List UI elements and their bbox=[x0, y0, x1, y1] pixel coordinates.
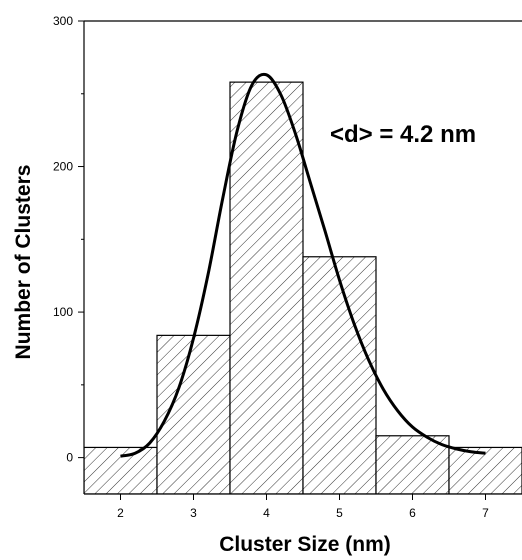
x-ticks: 2 3 4 5 6 7 bbox=[117, 494, 489, 520]
x-tick-label: 2 bbox=[117, 506, 124, 520]
y-axis-title: Number of Clusters bbox=[12, 165, 35, 360]
x-tick-label: 4 bbox=[263, 506, 270, 520]
y-tick-label: 300 bbox=[53, 14, 73, 28]
histogram-bar bbox=[84, 446, 158, 494]
x-tick-label: 3 bbox=[190, 506, 197, 520]
axes bbox=[83, 20, 522, 495]
mean-size-annotation: <d> = 4.2 nm bbox=[330, 121, 476, 148]
y-ticks: 0 100 200 300 bbox=[53, 14, 84, 465]
x-tick-label: 6 bbox=[409, 506, 416, 520]
histogram-bar bbox=[229, 81, 304, 494]
gaussian-fit-curve bbox=[120, 72, 486, 458]
y-tick-label: 200 bbox=[53, 160, 73, 174]
y-tick-label: 100 bbox=[53, 305, 73, 319]
x-tick-label: 5 bbox=[336, 506, 343, 520]
histogram-bar bbox=[448, 446, 522, 494]
histogram-bars bbox=[84, 81, 522, 494]
histogram-bar bbox=[302, 256, 377, 494]
histogram-bar bbox=[375, 435, 450, 494]
x-axis-title: Cluster Size (nm) bbox=[219, 533, 391, 556]
x-tick-label: 7 bbox=[482, 506, 489, 520]
y-tick-label: 0 bbox=[66, 451, 73, 465]
